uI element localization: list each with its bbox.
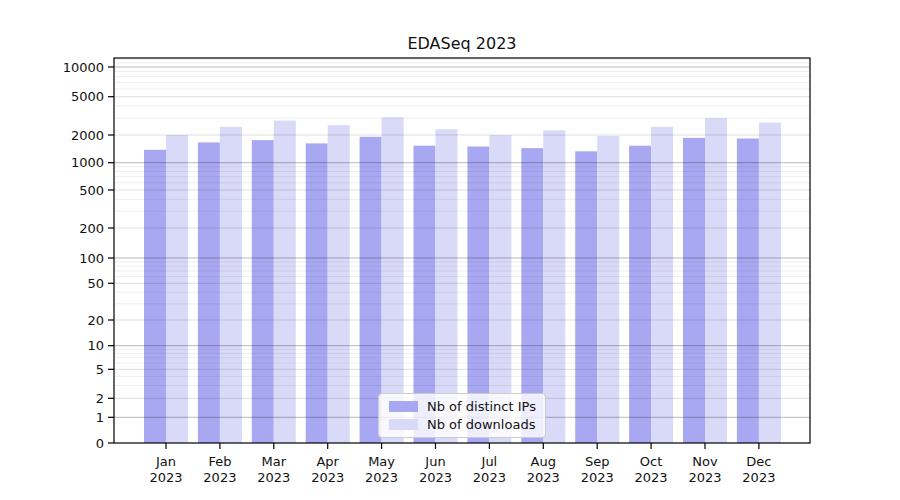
y-tick-label: 2 bbox=[96, 391, 104, 406]
bar-downloads-mar bbox=[274, 121, 296, 443]
y-tick-label: 5000 bbox=[71, 89, 104, 104]
y-tick-label: 2000 bbox=[71, 128, 104, 143]
legend-label-downloads: Nb of downloads bbox=[427, 417, 535, 432]
x-tick-label: Feb2023 bbox=[203, 454, 236, 485]
y-tick-label: 200 bbox=[79, 221, 104, 236]
y-tick-label: 1 bbox=[96, 410, 104, 425]
y-tick-label: 20 bbox=[87, 313, 104, 328]
chart-title: EDASeq 2023 bbox=[114, 34, 810, 53]
bar-downloads-sep bbox=[597, 136, 619, 443]
bar-downloads-jan bbox=[166, 135, 188, 443]
y-tick-label: 1000 bbox=[71, 155, 104, 170]
legend-swatch-downloads bbox=[389, 419, 418, 430]
chart-figure: 0 1 2 5 10 20 50 100 200 500 1000 2000 5000 10000 Jan2… bbox=[0, 0, 900, 500]
y-tick-label: 500 bbox=[79, 183, 104, 198]
x-tick-label: Mar2023 bbox=[257, 454, 290, 485]
x-tick-label: Sep2023 bbox=[581, 454, 614, 485]
y-tick-label: 100 bbox=[79, 251, 104, 266]
legend-box: Nb of distinct IPs Nb of downloads bbox=[378, 393, 546, 438]
legend-item-downloads: Nb of downloads bbox=[389, 417, 537, 432]
y-tick-label: 10000 bbox=[63, 60, 104, 75]
legend-swatch-distinct-ips bbox=[389, 401, 418, 412]
x-tick-label: Jan2023 bbox=[149, 454, 182, 485]
x-tick-label: Dec2023 bbox=[742, 454, 775, 485]
legend-label-distinct-ips: Nb of distinct IPs bbox=[427, 399, 536, 414]
bar-distinct-ips-nov bbox=[683, 138, 705, 443]
x-tick-label: Jul2023 bbox=[473, 454, 506, 485]
x-tick-label: Nov2023 bbox=[688, 454, 721, 485]
x-tick-label: Oct2023 bbox=[635, 454, 668, 485]
x-tick-label: Apr2023 bbox=[311, 454, 344, 485]
x-tick-label: Jun2023 bbox=[419, 454, 452, 485]
legend-item-distinct-ips: Nb of distinct IPs bbox=[389, 399, 537, 414]
y-tick-label: 5 bbox=[96, 362, 104, 377]
bar-distinct-ips-sep bbox=[575, 151, 597, 443]
bar-downloads-apr bbox=[328, 125, 350, 443]
bar-distinct-ips-dec bbox=[737, 139, 759, 444]
bar-downloads-aug bbox=[543, 130, 565, 443]
bar-distinct-ips-jan bbox=[144, 150, 166, 443]
x-tick-label: May2023 bbox=[365, 454, 398, 485]
y-tick-label: 0 bbox=[96, 436, 104, 451]
y-tick-label: 50 bbox=[87, 276, 104, 291]
bar-distinct-ips-mar bbox=[252, 140, 274, 443]
bar-downloads-feb bbox=[220, 127, 242, 443]
y-tick-label: 10 bbox=[87, 338, 104, 353]
x-tick-label: Aug2023 bbox=[527, 454, 560, 485]
bar-downloads-oct bbox=[651, 127, 673, 443]
